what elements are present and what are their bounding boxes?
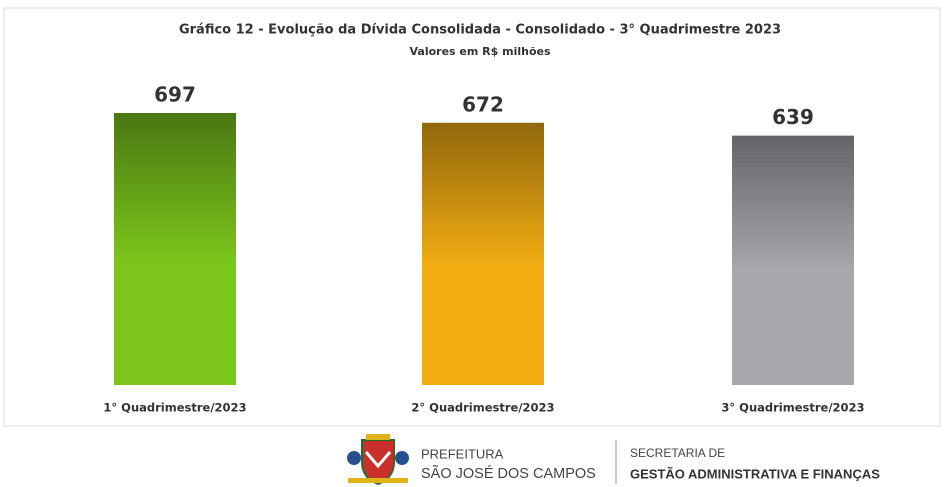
bar <box>114 113 236 385</box>
footer-prefeitura: PREFEITURA <box>421 446 504 461</box>
footer-secretaria: SECRETARIA DE <box>630 446 725 460</box>
chart-title: Gráfico 12 - Evolução da Dívida Consolid… <box>179 23 781 38</box>
bar <box>732 135 854 385</box>
x-tick-label: 2° Quadrimestre/2023 <box>411 401 554 415</box>
bar <box>422 122 544 385</box>
footer-department: GESTÃO ADMINISTRATIVA E FINANÇAS <box>630 466 880 481</box>
footer-city: SÃO JOSÉ DOS CAMPOS <box>421 465 596 482</box>
value-label: 639 <box>772 105 814 129</box>
value-label: 697 <box>154 83 196 107</box>
x-tick-label: 1° Quadrimestre/2023 <box>103 401 246 415</box>
x-tick-label: 3° Quadrimestre/2023 <box>721 401 864 415</box>
logo <box>347 434 409 486</box>
value-label: 672 <box>462 92 504 116</box>
chart-subtitle: Valores em R$ milhões <box>409 45 550 58</box>
